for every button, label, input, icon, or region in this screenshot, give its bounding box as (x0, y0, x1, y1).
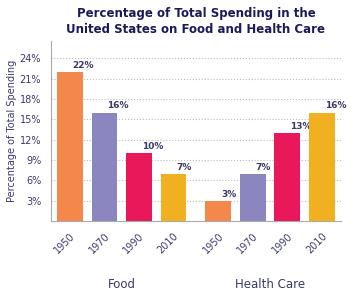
Bar (126, 153, 152, 221)
Text: Food: Food (108, 277, 136, 291)
Text: Health Care: Health Care (235, 277, 305, 291)
Bar (161, 174, 187, 221)
Y-axis label: Percentage of Total Spending: Percentage of Total Spending (7, 60, 17, 202)
Title: Percentage of Total Spending in the
United States on Food and Health Care: Percentage of Total Spending in the Unit… (67, 7, 325, 36)
Text: 3%: 3% (221, 190, 236, 199)
Text: 10%: 10% (142, 142, 163, 151)
Bar (240, 174, 266, 221)
Text: 7%: 7% (256, 162, 271, 172)
Bar (91, 113, 118, 221)
Bar (57, 72, 83, 221)
Text: 16%: 16% (325, 102, 346, 111)
Text: 16%: 16% (107, 102, 129, 111)
Bar (274, 133, 300, 221)
Bar (205, 201, 231, 221)
Text: 22%: 22% (73, 61, 94, 70)
Bar (309, 113, 335, 221)
Text: 7%: 7% (176, 162, 192, 172)
Text: 13%: 13% (290, 122, 312, 131)
